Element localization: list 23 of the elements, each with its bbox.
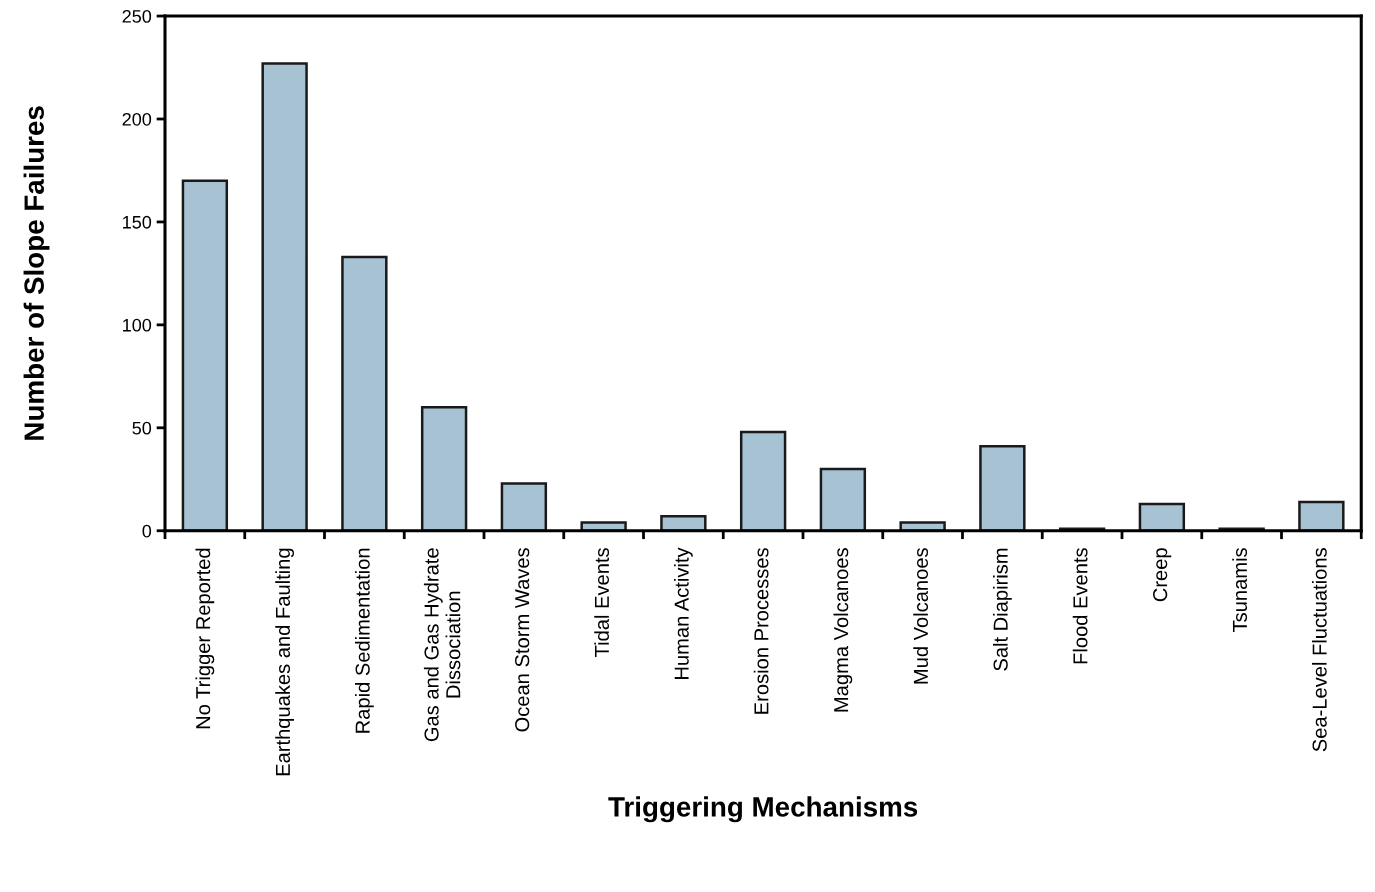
y-tick-label: 250 — [122, 9, 152, 23]
x-tick-label: Salt Diapirism — [992, 548, 1012, 671]
x-tick-label: No Trigger Reported — [195, 548, 215, 729]
x-tick-label: Tsunamis — [1232, 548, 1248, 632]
x-tick-label: Human Activity — [673, 547, 693, 679]
y-tick-label: 100 — [123, 318, 152, 332]
x-tick-label: Sea-Level Fluctuations — [1311, 548, 1327, 752]
x-tick-label: Magma Volcanoes — [833, 548, 853, 712]
y-tick-label: 50 — [132, 421, 152, 435]
x-tick-label: Gas and Gas Hydrate Dissociation — [423, 548, 461, 742]
x-tick-label: Earthquakes and Faulting — [275, 548, 295, 776]
y-tick-label: 150 — [123, 215, 152, 229]
y-tick-label: 0 — [142, 524, 152, 538]
x-tick-label: Flood Events — [1072, 548, 1088, 664]
x-tick-label: Mud Volcanoes — [913, 548, 929, 684]
y-tick-label: 200 — [122, 112, 152, 126]
x-tick-label: Tidal Events — [594, 548, 610, 658]
y-axis-title: Number of Slope Failures — [23, 106, 50, 440]
x-tick-label: Ocean Storm Waves — [515, 548, 530, 732]
x-tick-label: Erosion Processes — [753, 548, 769, 714]
x-axis-title: Triggering Mechanisms — [608, 796, 918, 823]
x-tick-label: Rapid Sedimentation — [354, 548, 374, 733]
x-tick-label: Creep — [1153, 548, 1172, 602]
